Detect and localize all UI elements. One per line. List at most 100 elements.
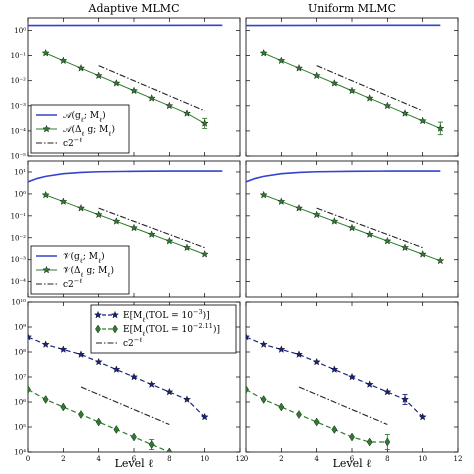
series-line-1 [45, 52, 205, 124]
data-point-diamond [313, 417, 320, 427]
reference-line [98, 65, 205, 112]
data-point-diamond [60, 402, 67, 412]
data-point-star [112, 79, 121, 87]
data-point-star [77, 350, 85, 358]
legend-label: E[Mℓ(TOL = 10−2.11)] [123, 322, 220, 338]
legend-label: 𝒜(Δℓ g; Mℓ) [63, 124, 115, 138]
data-point-star [259, 48, 268, 57]
data-point-diamond [349, 432, 355, 442]
series-line-1 [28, 388, 170, 452]
data-point-star [418, 412, 427, 421]
y-tick-label: 10⁻² [11, 234, 27, 242]
data-point-star [41, 340, 50, 348]
legend-label: c2−ℓ [123, 336, 142, 349]
y-tick-label: 10⁻³ [11, 256, 27, 264]
data-point-star [383, 236, 392, 245]
data-point-star [165, 101, 174, 110]
data-point-star [348, 86, 356, 95]
reference-line [298, 386, 388, 426]
data-point-star [277, 56, 286, 65]
legend: E[Mℓ(TOL = 10−3)]E[Mℓ(TOL = 10−2.11)]c2−… [90, 304, 237, 354]
legend-label: c2−ℓ [63, 277, 82, 290]
data-point-star [200, 119, 209, 127]
data-point-star [277, 197, 286, 205]
data-point-diamond [113, 425, 120, 434]
legend: 𝒜(gℓ; Mℓ)𝒜(Δℓ g; Mℓ)c2−ℓ [30, 104, 130, 154]
data-point-star [418, 116, 427, 125]
y-tick-label: 10⁸ [14, 349, 26, 357]
y-tick-label: 10⁻⁴ [11, 278, 27, 286]
data-point-star [401, 109, 409, 117]
data-point-star [348, 372, 356, 381]
y-tick-label: 10⁴ [14, 449, 26, 457]
data-point-star [295, 350, 303, 358]
y-tick-label: 10⁻¹ [11, 212, 27, 220]
data-point-diamond [148, 440, 155, 449]
data-point-star [165, 387, 174, 396]
data-point-star [183, 395, 191, 403]
series-line-1 [45, 194, 205, 255]
data-point-star [246, 332, 250, 341]
legend-label: c2−ℓ [63, 136, 82, 149]
data-point-star [165, 236, 174, 245]
data-point-star [130, 372, 138, 381]
series-line-1 [246, 388, 388, 443]
x-tick-label: 2 [279, 455, 283, 463]
adaptive-mlmc-title: Adaptive MLMC [88, 2, 180, 15]
data-point-diamond [331, 425, 338, 434]
y-tick-label: 10⁷ [14, 374, 26, 382]
data-point-star [259, 340, 268, 348]
x-tick-label: 0 [26, 455, 30, 463]
legend-marker [95, 324, 101, 334]
x-tick-label: 0 [244, 455, 248, 463]
x-tick-label: 12 [236, 455, 245, 463]
series-line-0 [246, 170, 441, 183]
data-point-star [312, 71, 321, 80]
data-point-star [330, 79, 339, 87]
y-tick-label: 10⁻³ [11, 102, 27, 110]
panel-r2-c1: 0 2 4 6 8 10 12 [244, 301, 462, 463]
y-tick-label: 10⁹ [14, 324, 26, 332]
data-point-star [28, 332, 32, 341]
y-tick-label: 10⁻⁴ [11, 127, 27, 135]
legend-marker [111, 310, 119, 319]
data-point-star [330, 217, 339, 225]
reference-line [98, 207, 205, 249]
data-point-star [295, 64, 303, 72]
data-point-star [436, 124, 445, 132]
data-point-star [59, 345, 68, 353]
x-axis-label-left: Level ℓ [115, 457, 154, 470]
data-point-star [112, 217, 121, 225]
legend-label: 𝒱(gℓ; Mℓ) [63, 251, 105, 265]
data-point-star [312, 210, 321, 219]
data-point-star [418, 250, 427, 258]
data-point-star [383, 387, 392, 396]
data-point-star [130, 86, 138, 95]
data-point-star [295, 203, 303, 212]
y-tick-label: 10⁰ [14, 190, 26, 198]
y-tick-label: 10⁵ [14, 424, 26, 432]
legend-label: 𝒱(Δℓ g; Mℓ) [63, 265, 114, 279]
x-tick-label: 10 [418, 455, 427, 463]
x-tick-label: 4 [96, 455, 101, 463]
legend-marker [42, 265, 51, 274]
y-tick-label: 10¹ [14, 168, 26, 176]
legend-marker [94, 310, 102, 319]
x-tick-label: 8 [167, 455, 171, 463]
reference-line [316, 65, 423, 112]
plot-area [246, 170, 445, 265]
data-point-diamond [260, 395, 267, 404]
data-point-star [277, 345, 286, 353]
data-point-star [183, 109, 191, 117]
data-point-star [59, 56, 68, 65]
x-tick-label: 8 [385, 455, 389, 463]
data-point-star [94, 210, 103, 219]
data-point-star [436, 256, 445, 265]
data-point-star [401, 395, 409, 403]
data-point-star [183, 243, 191, 252]
data-point-star [77, 64, 85, 72]
panel-r0-c1 [245, 17, 459, 157]
data-point-diamond [166, 447, 173, 452]
data-point-star [94, 357, 103, 366]
